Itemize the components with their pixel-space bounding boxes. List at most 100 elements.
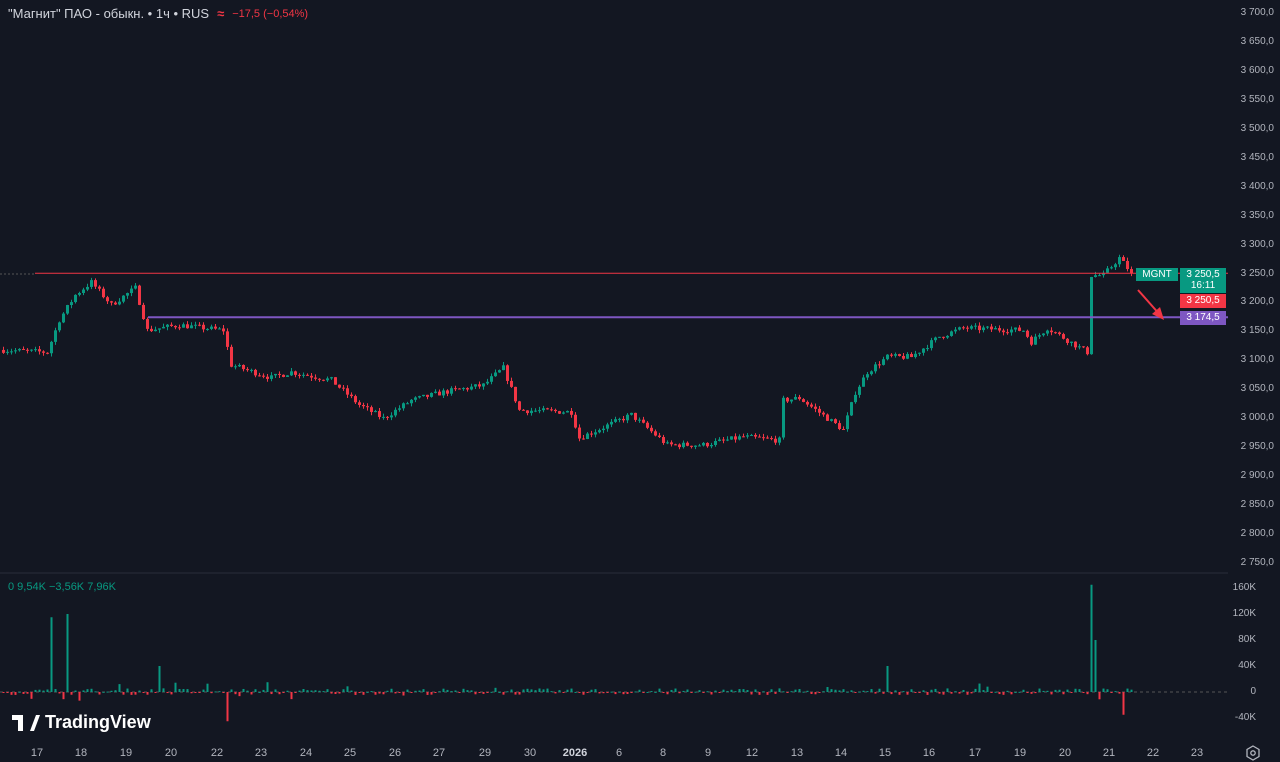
candle[interactable] [970, 324, 973, 330]
candle[interactable] [654, 429, 657, 437]
candle[interactable] [474, 384, 477, 389]
candle[interactable] [18, 348, 21, 352]
candle[interactable] [138, 284, 141, 306]
symbol-header[interactable]: "Магнит" ПАО - обыкн. • 1ч • RUS ≈ −17,5… [8, 6, 308, 21]
candle[interactable] [826, 413, 829, 421]
candle[interactable] [494, 369, 497, 377]
candle[interactable] [374, 409, 377, 413]
candle[interactable] [642, 416, 645, 424]
candle[interactable] [634, 412, 637, 422]
candle[interactable] [694, 445, 697, 450]
candle[interactable] [954, 326, 957, 334]
candle[interactable] [626, 413, 629, 424]
candle[interactable] [526, 410, 529, 416]
candle[interactable] [30, 349, 33, 352]
candle[interactable] [6, 349, 9, 355]
candle[interactable] [174, 325, 177, 330]
candle[interactable] [890, 353, 893, 358]
candle[interactable] [1078, 343, 1081, 350]
candle[interactable] [858, 384, 861, 398]
candle[interactable] [182, 322, 185, 328]
candle[interactable] [26, 348, 29, 354]
candle[interactable] [430, 392, 433, 398]
candle[interactable] [674, 443, 677, 446]
candle[interactable] [446, 389, 449, 397]
candle[interactable] [662, 434, 665, 445]
candle[interactable] [966, 325, 969, 332]
candle[interactable] [1130, 266, 1133, 277]
candle[interactable] [862, 374, 865, 387]
candle[interactable] [414, 396, 417, 403]
candle[interactable] [1114, 262, 1117, 270]
candle[interactable] [914, 350, 917, 359]
candle[interactable] [378, 408, 381, 420]
candle[interactable] [1054, 331, 1057, 334]
candle[interactable] [82, 287, 85, 296]
candle[interactable] [522, 409, 525, 411]
settings-icon[interactable] [1245, 745, 1261, 761]
candle[interactable] [1122, 255, 1125, 261]
candle[interactable] [726, 436, 729, 442]
candle[interactable] [58, 321, 61, 333]
candle[interactable] [434, 389, 437, 394]
candle[interactable] [878, 361, 881, 369]
candle[interactable] [778, 436, 781, 446]
candle[interactable] [506, 364, 509, 385]
candle[interactable] [622, 415, 625, 423]
candle[interactable] [1062, 332, 1065, 340]
candle[interactable] [686, 441, 689, 447]
candle[interactable] [1034, 333, 1037, 345]
candle[interactable] [334, 377, 337, 385]
candle[interactable] [246, 367, 249, 372]
candle[interactable] [254, 368, 257, 378]
candle[interactable] [950, 330, 953, 337]
candle[interactable] [926, 344, 929, 352]
candle[interactable] [102, 286, 105, 299]
candle[interactable] [758, 434, 761, 438]
candle[interactable] [1006, 328, 1009, 335]
candle[interactable] [1010, 326, 1013, 336]
candle[interactable] [282, 374, 285, 378]
candle[interactable] [242, 364, 245, 372]
candle[interactable] [462, 387, 465, 391]
candle[interactable] [1110, 265, 1113, 270]
candle[interactable] [266, 374, 269, 382]
candle[interactable] [798, 394, 801, 401]
equals-icon[interactable]: ≈ [217, 6, 225, 21]
candle[interactable] [598, 428, 601, 434]
candle[interactable] [658, 432, 661, 439]
candle[interactable] [666, 440, 669, 445]
candle[interactable] [498, 369, 501, 373]
candle[interactable] [682, 440, 685, 449]
candle[interactable] [886, 354, 889, 361]
candle[interactable] [922, 348, 925, 356]
candle[interactable] [610, 419, 613, 428]
candle[interactable] [194, 321, 197, 329]
candle[interactable] [210, 324, 213, 331]
candle[interactable] [1018, 325, 1021, 332]
candle[interactable] [770, 436, 773, 441]
candle[interactable] [934, 336, 937, 343]
candle[interactable] [722, 436, 725, 444]
candle[interactable] [230, 344, 233, 368]
candle[interactable] [510, 377, 513, 388]
candle[interactable] [318, 378, 321, 382]
candle[interactable] [86, 283, 89, 292]
candle[interactable] [170, 322, 173, 327]
candle[interactable] [774, 435, 777, 445]
candle[interactable] [714, 438, 717, 447]
candle[interactable] [450, 386, 453, 396]
candle[interactable] [402, 402, 405, 411]
candle[interactable] [390, 412, 393, 421]
candle[interactable] [478, 381, 481, 389]
candle[interactable] [198, 322, 201, 327]
candle[interactable] [66, 304, 69, 315]
candle[interactable] [1126, 257, 1129, 272]
candle[interactable] [710, 442, 713, 449]
candle[interactable] [974, 323, 977, 330]
candle[interactable] [298, 373, 301, 379]
candle[interactable] [822, 411, 825, 417]
volume-legend[interactable]: 0 9,54K −3,56K 7,96K [8, 581, 116, 593]
candle[interactable] [1002, 328, 1005, 336]
candle[interactable] [458, 388, 461, 390]
